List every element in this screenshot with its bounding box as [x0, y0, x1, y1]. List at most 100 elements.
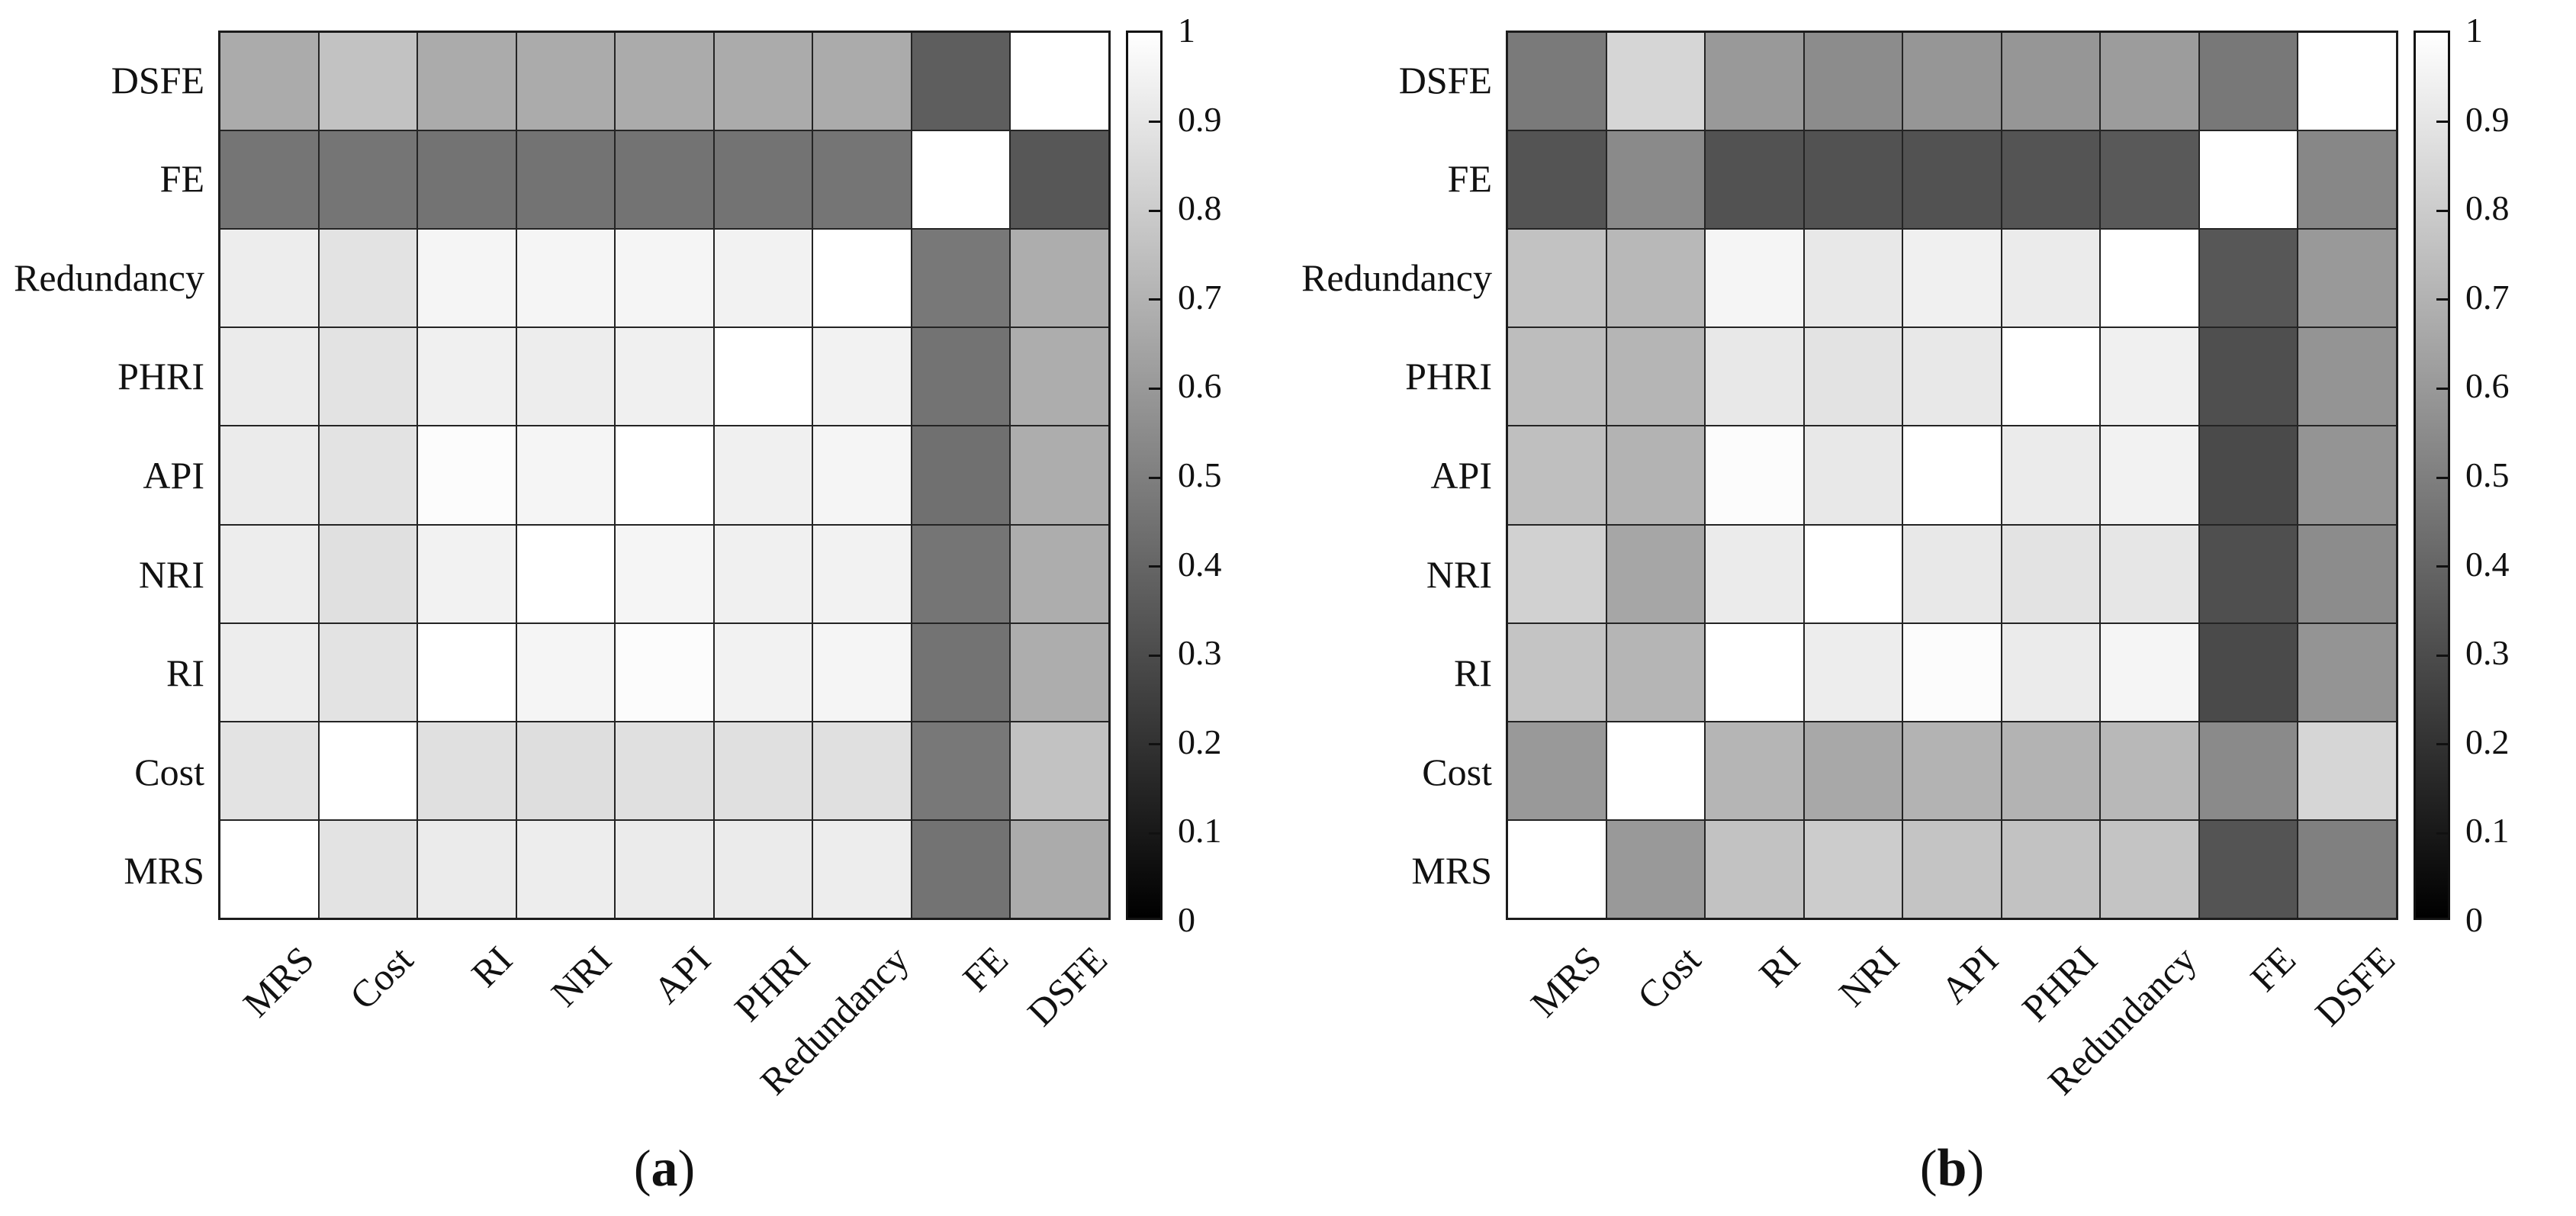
heatmap-cell-Cost-NRI [516, 722, 615, 819]
heatmap-cell-FE-FE [2199, 131, 2298, 229]
y-tick-label-Redundancy: Redundancy [14, 256, 204, 299]
heatmap-cell-API-API [1903, 426, 2001, 524]
heatmap-cell-RI-NRI [1804, 623, 1902, 721]
heatmap-cell-MRS-DSFE [1011, 820, 1108, 918]
colorbar-label-0: 0 [2465, 900, 2483, 939]
heatmap-cell-DSFE-RI [1706, 33, 1803, 130]
heatmap-cell-PHRI-PHRI [714, 328, 812, 426]
heatmap-cell-Cost-MRS [1508, 722, 1606, 819]
heatmap-cell-DSFE-DSFE [1011, 33, 1108, 130]
heatmap-cell-Cost-PHRI [2002, 722, 2100, 819]
heatmap-cell-RI-FE [2199, 623, 2298, 721]
heatmap-cell-RI-Cost [319, 623, 417, 721]
heatmap-cell-RI-Redundancy [2101, 623, 2198, 721]
heatmap-cell-PHRI-DSFE [2298, 328, 2396, 426]
heatmap-cell-FE-MRS [1508, 131, 1606, 229]
heatmap-cell-MRS-MRS [220, 820, 318, 918]
heatmap-cell-PHRI-RI [1706, 328, 1803, 426]
heatmap-cell-Redundancy-PHRI [714, 230, 812, 327]
heatmap-cell-Cost-DSFE [1011, 722, 1108, 819]
colorbar-label-0.6: 0.6 [2465, 366, 2510, 406]
heatmap-cell-DSFE-DSFE [2298, 33, 2396, 130]
colorbar-tickmark-0.8 [2436, 209, 2448, 212]
colorbar-tickmark-0.9 [1149, 121, 1160, 124]
heatmap-cell-Redundancy-PHRI [2002, 230, 2100, 327]
heatmap-cell-DSFE-Redundancy [2101, 33, 2198, 130]
heatmap-cell-NRI-Redundancy [2101, 525, 2198, 622]
heatmap-cell-Redundancy-API [1903, 230, 2001, 327]
heatmap-cell-Redundancy-FE [2199, 230, 2298, 327]
heatmap-cell-Redundancy-NRI [516, 230, 615, 327]
heatmap-cell-RI-Redundancy [813, 623, 911, 721]
heatmap-cell-MRS-DSFE [2298, 820, 2396, 918]
heatmap-cell-Redundancy-Cost [319, 230, 417, 327]
y-tick-label-MRS: MRS [124, 849, 204, 893]
heatmap-cell-FE-NRI [1804, 131, 1902, 229]
caption-paren-open: ( [633, 1139, 651, 1197]
heatmap-cell-DSFE-Redundancy [813, 33, 911, 130]
heatmap-cell-RI-DSFE [1011, 623, 1108, 721]
heatmap-cell-Redundancy-DSFE [1011, 230, 1108, 327]
heatmap-cell-DSFE-Cost [1606, 33, 1705, 130]
colorbar-tickmark-0.2 [1149, 743, 1160, 746]
colorbar-label-0.2: 0.2 [2465, 722, 2510, 761]
heatmap-cell-MRS-FE [912, 820, 1010, 918]
heatmap-cell-RI-API [1903, 623, 2001, 721]
heatmap-cell-MRS-API [1903, 820, 2001, 918]
heatmap-cell-MRS-FE [2199, 820, 2298, 918]
heatmap-cell-API-RI [1706, 426, 1803, 524]
colorbar-tickmark-0.7 [1149, 298, 1160, 301]
heatmap-cell-NRI-FE [912, 525, 1010, 622]
heatmap-cell-MRS-NRI [1804, 820, 1902, 918]
colorbar-label-0: 0 [1178, 900, 1195, 939]
heatmap-panel-b: DSFE FE Redundancy PHRI API NRI RI Cost MRS MRS C… [1288, 0, 2575, 1216]
heatmap-cell-API-MRS [220, 426, 318, 524]
heatmap-cell-Redundancy-MRS [1508, 230, 1606, 327]
colorbar-tickmark-0.1 [1149, 832, 1160, 835]
heatmap-cell-DSFE-RI [418, 33, 516, 130]
heatmap-cell-MRS-PHRI [714, 820, 812, 918]
heatmap-cell-NRI-DSFE [1011, 525, 1108, 622]
colorbar-tickmark-0.3 [1149, 654, 1160, 657]
heatmap-cell-Cost-Cost [1606, 722, 1705, 819]
heatmap-cell-NRI-Cost [319, 525, 417, 622]
heatmap-cell-FE-API [616, 131, 713, 229]
heatmap-cell-DSFE-FE [2199, 33, 2298, 130]
colorbar-label-0.3: 0.3 [2465, 633, 2510, 673]
heatmap-cell-RI-PHRI [714, 623, 812, 721]
heatmap-cell-PHRI-MRS [220, 328, 318, 426]
heatmap-cell-FE-Redundancy [813, 131, 911, 229]
heatmap-cell-Redundancy-API [616, 230, 713, 327]
heatmap-cell-Redundancy-Redundancy [813, 230, 911, 327]
heatmap-cell-API-RI [418, 426, 516, 524]
caption-letter: a [651, 1139, 678, 1198]
heatmap-cell-Cost-Cost [319, 722, 417, 819]
heatmap-cell-Cost-PHRI [714, 722, 812, 819]
heatmap-cell-MRS-RI [1706, 820, 1803, 918]
colorbar-tickmark-0.7 [2436, 298, 2448, 301]
y-tick-label-DSFE: DSFE [111, 58, 204, 101]
colorbar-label-0.5: 0.5 [2465, 455, 2510, 494]
heatmap-cell-MRS-Redundancy [813, 820, 911, 918]
heatmap-cell-API-NRI [516, 426, 615, 524]
heatmap-cell-PHRI-FE [912, 328, 1010, 426]
colorbar-label-0.6: 0.6 [1178, 366, 1222, 406]
heatmap-cell-NRI-API [616, 525, 713, 622]
heatmap-cell-NRI-Cost [1606, 525, 1705, 622]
heatmap-cell-Redundancy-Cost [1606, 230, 1705, 327]
colorbar-label-0.1: 0.1 [2465, 811, 2510, 851]
colorbar-gradient [2414, 31, 2450, 920]
colorbar-label-0.8: 0.8 [2465, 188, 2510, 228]
heatmap-cell-API-MRS [1508, 426, 1606, 524]
colorbar-tickmark-0.9 [2436, 121, 2448, 124]
heatmap-cell-API-API [616, 426, 713, 524]
colorbar-tickmark-0.5 [2436, 476, 2448, 479]
heatmap-cell-Redundancy-RI [1706, 230, 1803, 327]
y-tick-label-Redundancy: Redundancy [1301, 256, 1492, 299]
heatmap-cell-Cost-DSFE [2298, 722, 2396, 819]
colorbar-label-0.5: 0.5 [1178, 455, 1222, 494]
heatmap-cell-MRS-Cost [319, 820, 417, 918]
heatmap-cell-Redundancy-DSFE [2298, 230, 2396, 327]
heatmap-cell-PHRI-Cost [319, 328, 417, 426]
